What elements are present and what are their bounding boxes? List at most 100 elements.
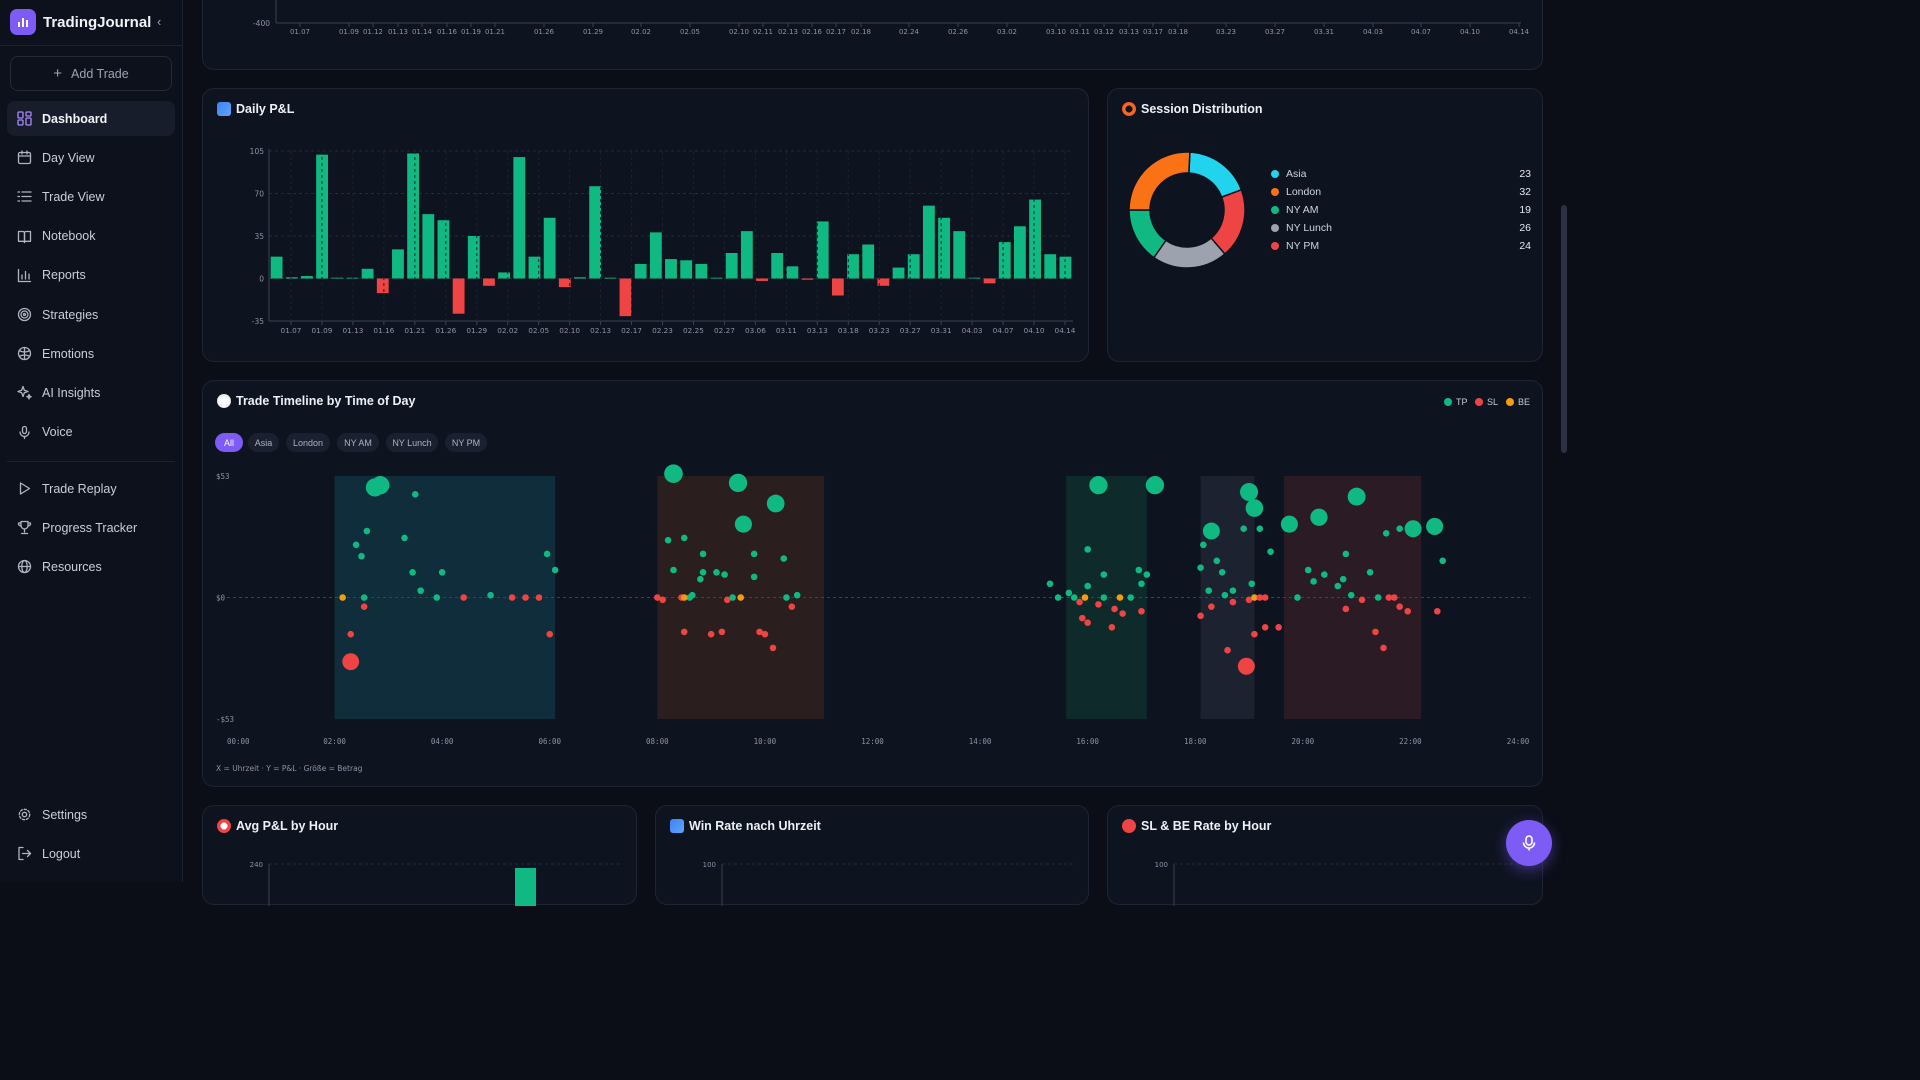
trade-point[interactable] (1390, 594, 1398, 601)
trade-point[interactable] (522, 594, 529, 601)
trade-point[interactable] (756, 628, 763, 636)
trade-point[interactable] (1135, 566, 1143, 574)
session-legend-item[interactable]: Asia 23 (1271, 167, 1531, 181)
trade-point[interactable] (1070, 594, 1078, 601)
trade-point[interactable] (1334, 582, 1342, 590)
trade-point[interactable] (1200, 541, 1207, 549)
trade-point[interactable] (358, 552, 365, 560)
trade-point[interactable] (1310, 578, 1317, 585)
trade-point[interactable] (1304, 566, 1312, 574)
trade-point[interactable] (1065, 589, 1073, 597)
trade-point[interactable] (342, 653, 360, 671)
sidebar-item-trade-replay[interactable]: Trade Replay (7, 471, 175, 506)
trade-point[interactable] (546, 630, 554, 638)
trade-point[interactable] (1145, 476, 1165, 495)
trade-point[interactable] (1197, 564, 1204, 571)
trade-point[interactable] (737, 594, 745, 601)
filter-chip-asia[interactable]: Asia (248, 433, 279, 452)
trade-point[interactable] (1439, 557, 1446, 565)
trade-point[interactable] (697, 575, 704, 583)
trade-point[interactable] (1245, 499, 1264, 517)
sidebar-item-settings[interactable]: Settings (7, 797, 175, 832)
trade-point[interactable] (417, 587, 424, 594)
sidebar-item-logout[interactable]: Logout (7, 836, 175, 871)
filter-chip-ny-lunch[interactable]: NY Lunch (386, 433, 438, 452)
trade-point[interactable] (543, 550, 551, 558)
trade-point[interactable] (1380, 644, 1387, 652)
trade-point[interactable] (1229, 598, 1237, 606)
trade-point[interactable] (1434, 607, 1441, 615)
trade-point[interactable] (1143, 571, 1151, 578)
trade-point[interactable] (1251, 630, 1258, 638)
trade-point[interactable] (680, 534, 688, 542)
trade-point[interactable] (1046, 580, 1054, 588)
scrollbar-thumb[interactable] (1561, 205, 1567, 453)
trade-point[interactable] (1237, 657, 1255, 675)
trade-point[interactable] (1119, 610, 1126, 617)
trade-point[interactable] (1347, 591, 1355, 599)
trade-point[interactable] (1229, 587, 1237, 594)
trade-point[interactable] (1100, 594, 1108, 601)
sidebar-item-emotions[interactable]: Emotions (7, 336, 175, 371)
trade-point[interactable] (680, 628, 688, 636)
trade-point[interactable] (664, 464, 683, 484)
sidebar-item-day-view[interactable]: Day View (7, 140, 175, 175)
session-legend-item[interactable]: NY PM 24 (1271, 239, 1531, 253)
trade-point[interactable] (1076, 598, 1083, 606)
trade-point[interactable] (508, 594, 516, 601)
filter-chip-london[interactable]: London (286, 433, 330, 452)
sidebar-item-reports[interactable]: Reports (7, 258, 175, 293)
trade-point[interactable] (750, 573, 758, 581)
trade-point[interactable] (1248, 580, 1256, 588)
trade-point[interactable] (460, 594, 467, 601)
trade-point[interactable] (1256, 525, 1264, 533)
filter-chip-ny-am[interactable]: NY AM (337, 433, 379, 452)
trade-point[interactable] (1202, 522, 1220, 540)
voice-record-button[interactable] (1506, 820, 1552, 866)
trade-point[interactable] (688, 591, 696, 599)
trade-point[interactable] (1339, 575, 1347, 583)
trade-point[interactable] (1108, 624, 1116, 631)
trade-point[interactable] (670, 566, 677, 574)
trade-point[interactable] (766, 494, 785, 513)
trade-point[interactable] (1358, 596, 1366, 604)
trade-point[interactable] (1245, 596, 1253, 604)
trade-point[interactable] (1342, 550, 1350, 558)
trade-point[interactable] (1342, 605, 1350, 613)
trade-point[interactable] (1382, 530, 1390, 537)
trade-point[interactable] (788, 603, 796, 610)
trade-point[interactable] (1396, 525, 1403, 533)
trade-point[interactable] (551, 566, 559, 574)
sidebar-item-progress-tracker[interactable]: Progress Tracker (7, 510, 175, 545)
trade-point[interactable] (718, 628, 726, 636)
trade-point[interactable] (654, 594, 661, 601)
add-trade-button[interactable]: + Add Trade (10, 56, 172, 91)
trade-point[interactable] (1294, 594, 1301, 601)
trade-point[interactable] (1261, 624, 1269, 631)
filter-chip-ny-pm[interactable]: NY PM (445, 433, 487, 452)
trade-point[interactable] (1224, 646, 1231, 654)
trade-point[interactable] (783, 594, 790, 601)
trade-point[interactable] (1116, 594, 1124, 601)
trade-point[interactable] (734, 515, 752, 533)
trade-point[interactable] (1127, 594, 1134, 601)
trade-point[interactable] (433, 594, 441, 601)
trade-point[interactable] (347, 630, 355, 638)
trade-point[interactable] (721, 571, 728, 578)
trade-point[interactable] (1366, 568, 1374, 576)
trade-point[interactable] (1208, 603, 1215, 610)
trade-point[interactable] (1095, 601, 1102, 608)
trade-point[interactable] (1251, 594, 1258, 601)
sidebar-item-notebook[interactable]: Notebook (7, 219, 175, 254)
trade-point[interactable] (535, 594, 543, 601)
trade-point[interactable] (659, 596, 667, 604)
trade-point[interactable] (1310, 508, 1328, 526)
session-legend-item[interactable]: NY Lunch 26 (1271, 221, 1531, 235)
trade-point[interactable] (699, 550, 707, 558)
trade-point[interactable] (352, 541, 360, 549)
trade-point[interactable] (1240, 525, 1247, 533)
trade-point[interactable] (401, 534, 408, 542)
trade-point[interactable] (1404, 520, 1422, 538)
trade-point[interactable] (707, 630, 715, 638)
trade-point[interactable] (1321, 571, 1328, 578)
